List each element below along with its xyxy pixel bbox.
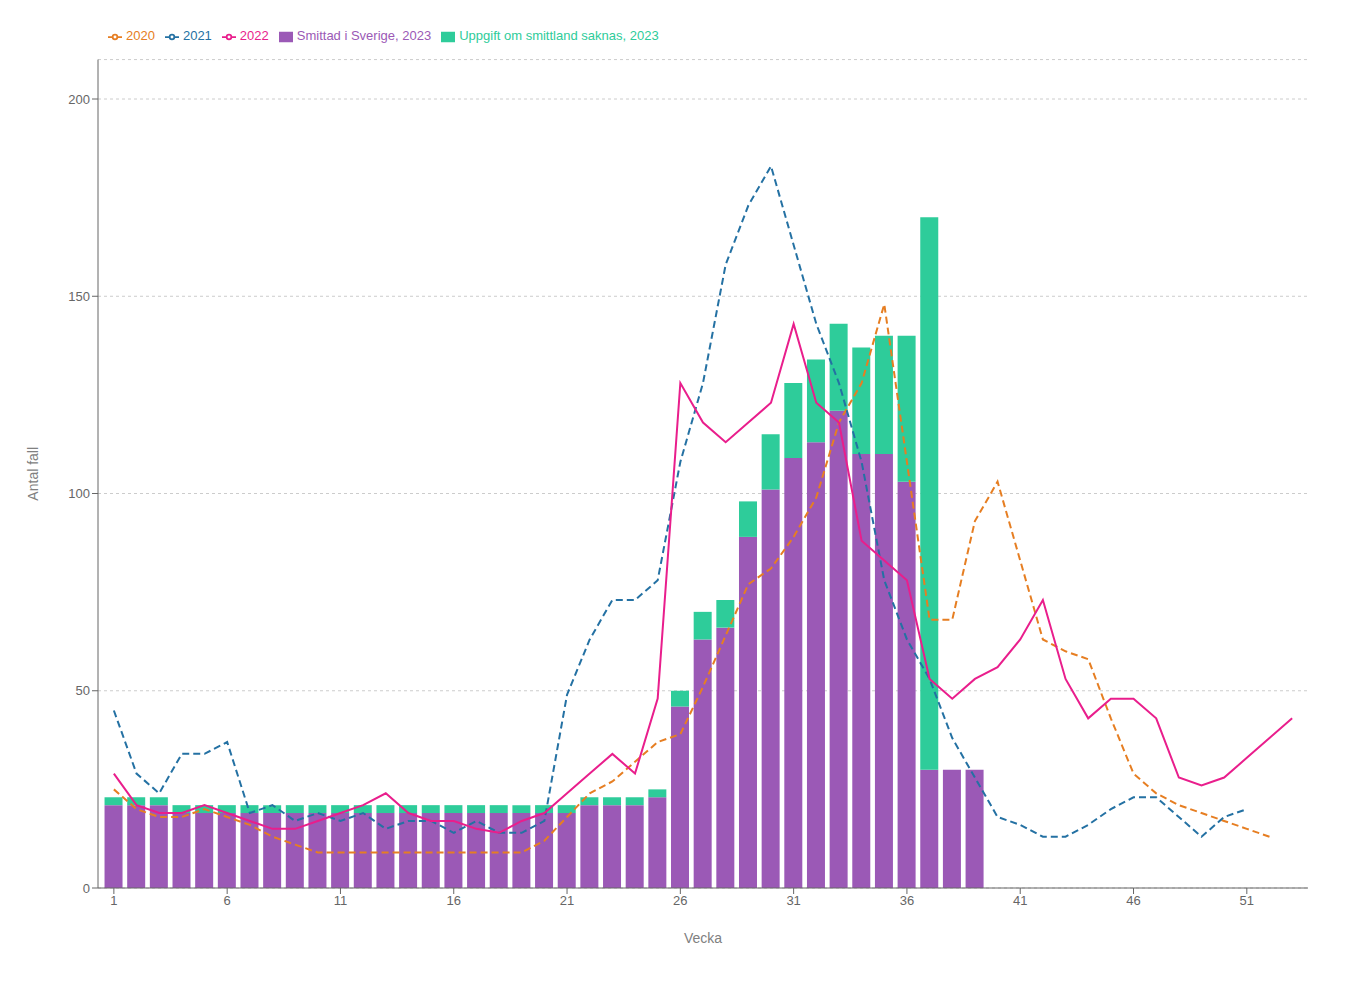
html-text:Uppgift om smittland saknas, 2: Uppgift om smittland saknas, 2023 <box>459 28 659 43</box>
html-text:2022: 2022 <box>239 28 269 43</box>
svg-text:6: 6 <box>224 893 231 908</box>
svg-text:1: 1 <box>110 893 117 908</box>
svg-text:200: 200 <box>68 92 90 107</box>
svg-text:11: 11 <box>334 893 348 908</box>
svg-text:46: 46 <box>1126 893 1140 908</box>
html-text:2021: 2021 <box>182 28 212 43</box>
html-text:Smittad i Sverige, 2023: Smittad i Sverige, 2023 <box>296 28 432 43</box>
svg-text:0: 0 <box>83 881 90 896</box>
svg-text:41: 41 <box>1013 893 1027 908</box>
svg-text:16: 16 <box>447 893 461 908</box>
svg-text:51: 51 <box>1240 893 1254 908</box>
svg-text:21: 21 <box>560 893 574 908</box>
svg-text:100: 100 <box>68 486 90 501</box>
svg-text:36: 36 <box>900 893 914 908</box>
svg-text:Vecka: Vecka <box>684 930 722 946</box>
html-text:2020: 2020 <box>126 28 155 43</box>
svg-text:31: 31 <box>786 893 800 908</box>
svg-text:50: 50 <box>76 683 90 698</box>
svg-text:Antal fall: Antal fall <box>25 447 41 501</box>
svg-text:150: 150 <box>68 289 90 304</box>
svg-text:26: 26 <box>673 893 687 908</box>
